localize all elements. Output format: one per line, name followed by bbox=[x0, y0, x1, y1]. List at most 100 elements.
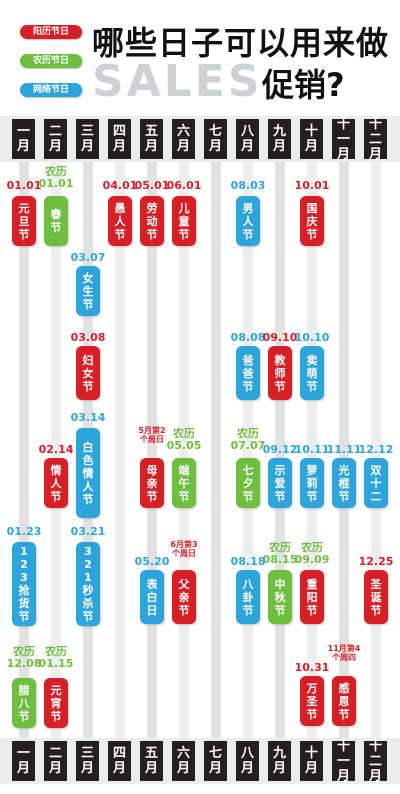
date-guanggun: 11.11 bbox=[326, 443, 362, 456]
column-line bbox=[19, 162, 29, 738]
date-bagua: 08.18 bbox=[230, 555, 266, 568]
column-line bbox=[307, 162, 317, 738]
note-muqin: 5月第2个周日 bbox=[138, 426, 166, 444]
month-1: 一月 bbox=[12, 119, 35, 159]
date-luoli: 10.11 bbox=[294, 443, 330, 456]
pill-fuqin: 父亲节 bbox=[172, 570, 196, 624]
date-maimeng: 10.10 bbox=[294, 331, 330, 344]
month-4: 四月 bbox=[108, 741, 131, 781]
pill-nvsheng: 女生节 bbox=[76, 266, 100, 316]
pill-baise: 白色情人节 bbox=[76, 428, 100, 518]
column-line bbox=[243, 162, 253, 738]
date-wansheng: 10.31 bbox=[294, 661, 330, 674]
pill-duanwu: 端午节 bbox=[172, 458, 196, 508]
month-12: 十二月 bbox=[364, 117, 387, 162]
column-line bbox=[115, 162, 125, 738]
pill-bagua: 八卦节 bbox=[236, 570, 260, 624]
column-line bbox=[371, 162, 381, 738]
pill-shengdan: 圣诞节 bbox=[364, 570, 388, 624]
pill-muqin: 母亲节 bbox=[140, 458, 164, 508]
pill-laba: 腊八节 bbox=[12, 678, 36, 728]
title-bottom: 促销? bbox=[262, 66, 345, 104]
date-laodong: 05.01 bbox=[134, 179, 170, 192]
month-6: 六月 bbox=[172, 119, 195, 159]
month-6: 六月 bbox=[172, 741, 195, 781]
pill-yuren: 愚人节 bbox=[108, 196, 132, 246]
date-nvsheng: 03.07 bbox=[70, 251, 106, 264]
pill-jiaoshi: 教师节 bbox=[268, 346, 292, 400]
note-fuqin: 6月第3个周日 bbox=[170, 540, 198, 558]
month-9: 九月 bbox=[268, 119, 291, 159]
month-3: 三月 bbox=[76, 119, 99, 159]
date-miaosha: 03.21 bbox=[70, 525, 106, 538]
month-5: 五月 bbox=[140, 741, 163, 781]
note-ganen: 11月第4个周四 bbox=[327, 644, 361, 662]
legend-lunar: 农历节日 bbox=[20, 54, 82, 68]
date-funv: 03.08 bbox=[70, 331, 106, 344]
month-7: 七月 bbox=[204, 741, 227, 781]
month-8: 八月 bbox=[236, 119, 259, 159]
date-baba: 08.08 bbox=[230, 331, 266, 344]
date-shuang12: 12.12 bbox=[358, 443, 394, 456]
legend-solar: 阳历节日 bbox=[20, 25, 82, 39]
date-chunjie: 农历 01.01 bbox=[38, 165, 74, 190]
column-line bbox=[275, 162, 285, 738]
date-biaobai: 05.20 bbox=[134, 555, 170, 568]
pill-chongyang: 重阳节 bbox=[300, 570, 324, 624]
date-duanwu: 农历 05.05 bbox=[166, 427, 202, 452]
pill-luoli: 萝莉节 bbox=[300, 458, 324, 508]
date-laba: 农历 12.08 bbox=[6, 645, 42, 670]
column-line bbox=[211, 162, 221, 738]
date-guoqing: 10.01 bbox=[294, 179, 330, 192]
month-11: 十一月 bbox=[332, 117, 355, 162]
date-baise: 03.14 bbox=[70, 411, 106, 424]
month-10: 十月 bbox=[300, 741, 323, 781]
date-yuanxiao: 农历 01.15 bbox=[38, 645, 74, 670]
title-top: 哪些日子可以用来做 bbox=[92, 24, 390, 62]
month-1: 一月 bbox=[12, 741, 35, 781]
date-qixi: 农历 07.07 bbox=[230, 427, 266, 452]
pill-baba: 爸爸节 bbox=[236, 346, 260, 400]
pill-nanren: 男人节 bbox=[236, 196, 260, 246]
month-9: 九月 bbox=[268, 741, 291, 781]
date-yuren: 04.01 bbox=[102, 179, 138, 192]
pill-guoqing: 国庆节 bbox=[300, 196, 324, 246]
month-11: 十一月 bbox=[332, 739, 355, 784]
pill-yuanxiao: 元宵节 bbox=[44, 678, 68, 728]
pill-guanggun: 光棍节 bbox=[332, 458, 356, 508]
title-sales: SALES bbox=[92, 56, 263, 107]
date-ertong: 06.01 bbox=[166, 179, 202, 192]
date-qingren: 02.14 bbox=[38, 443, 74, 456]
legend-internet: 网络节日 bbox=[20, 83, 82, 97]
month-3: 三月 bbox=[76, 741, 99, 781]
pill-chunjie: 春节 bbox=[44, 196, 68, 246]
pill-ertong: 儿童节 bbox=[172, 196, 196, 246]
date-shengdan: 12.25 bbox=[358, 555, 394, 568]
pill-laodong: 劳动节 bbox=[140, 196, 164, 246]
pill-ganen: 感恩节 bbox=[332, 676, 356, 726]
date-qianghuo: 01.23 bbox=[6, 525, 42, 538]
month-5: 五月 bbox=[140, 119, 163, 159]
month-10: 十月 bbox=[300, 119, 323, 159]
date-yuandan: 01.01 bbox=[6, 179, 42, 192]
pill-shiai: 示爱节 bbox=[268, 458, 292, 508]
month-4: 四月 bbox=[108, 119, 131, 159]
month-8: 八月 bbox=[236, 741, 259, 781]
date-zhongqiu: 农历 08.15 bbox=[262, 541, 298, 566]
pill-biaobai: 表白日 bbox=[140, 570, 164, 624]
column-line bbox=[179, 162, 189, 738]
month-2: 二月 bbox=[44, 741, 67, 781]
pill-zhongqiu: 中秋节 bbox=[268, 570, 292, 624]
pill-maimeng: 卖萌节 bbox=[300, 346, 324, 400]
date-shiai: 09.12 bbox=[262, 443, 298, 456]
month-2: 二月 bbox=[44, 119, 67, 159]
month-7: 七月 bbox=[204, 119, 227, 159]
date-jiaoshi: 09.10 bbox=[262, 331, 298, 344]
pill-funv: 妇女节 bbox=[76, 346, 100, 400]
pill-qingren: 情人节 bbox=[44, 458, 68, 508]
column-line bbox=[339, 162, 349, 738]
month-12: 十二月 bbox=[364, 739, 387, 784]
pill-wansheng: 万圣节 bbox=[300, 676, 324, 726]
